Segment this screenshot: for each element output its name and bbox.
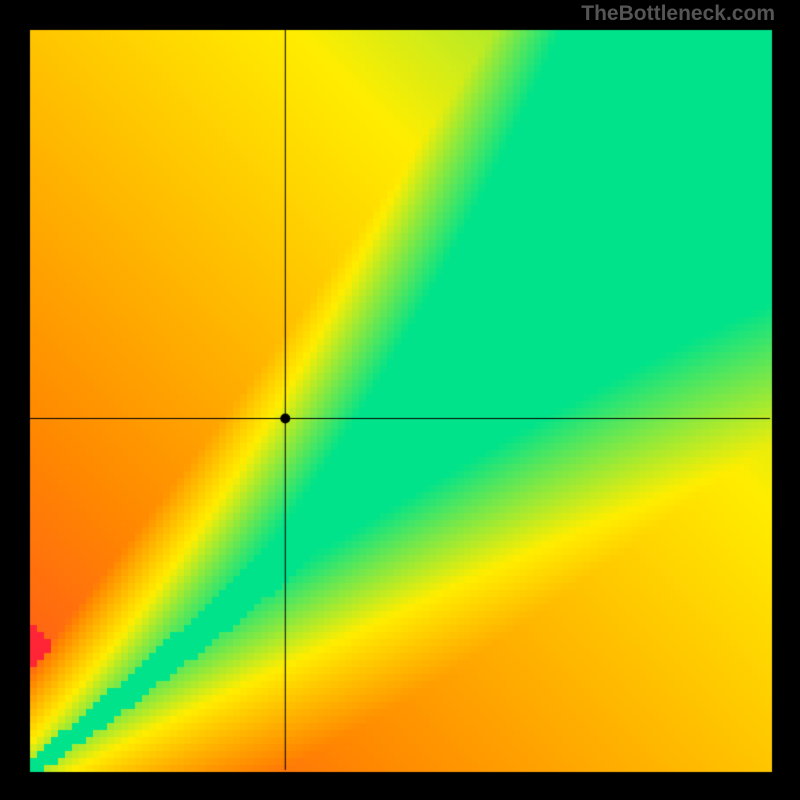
watermark-text: TheBottleneck.com: [581, 2, 775, 26]
heatmap-canvas: [0, 0, 800, 800]
chart-container: TheBottleneck.com: [0, 0, 800, 800]
